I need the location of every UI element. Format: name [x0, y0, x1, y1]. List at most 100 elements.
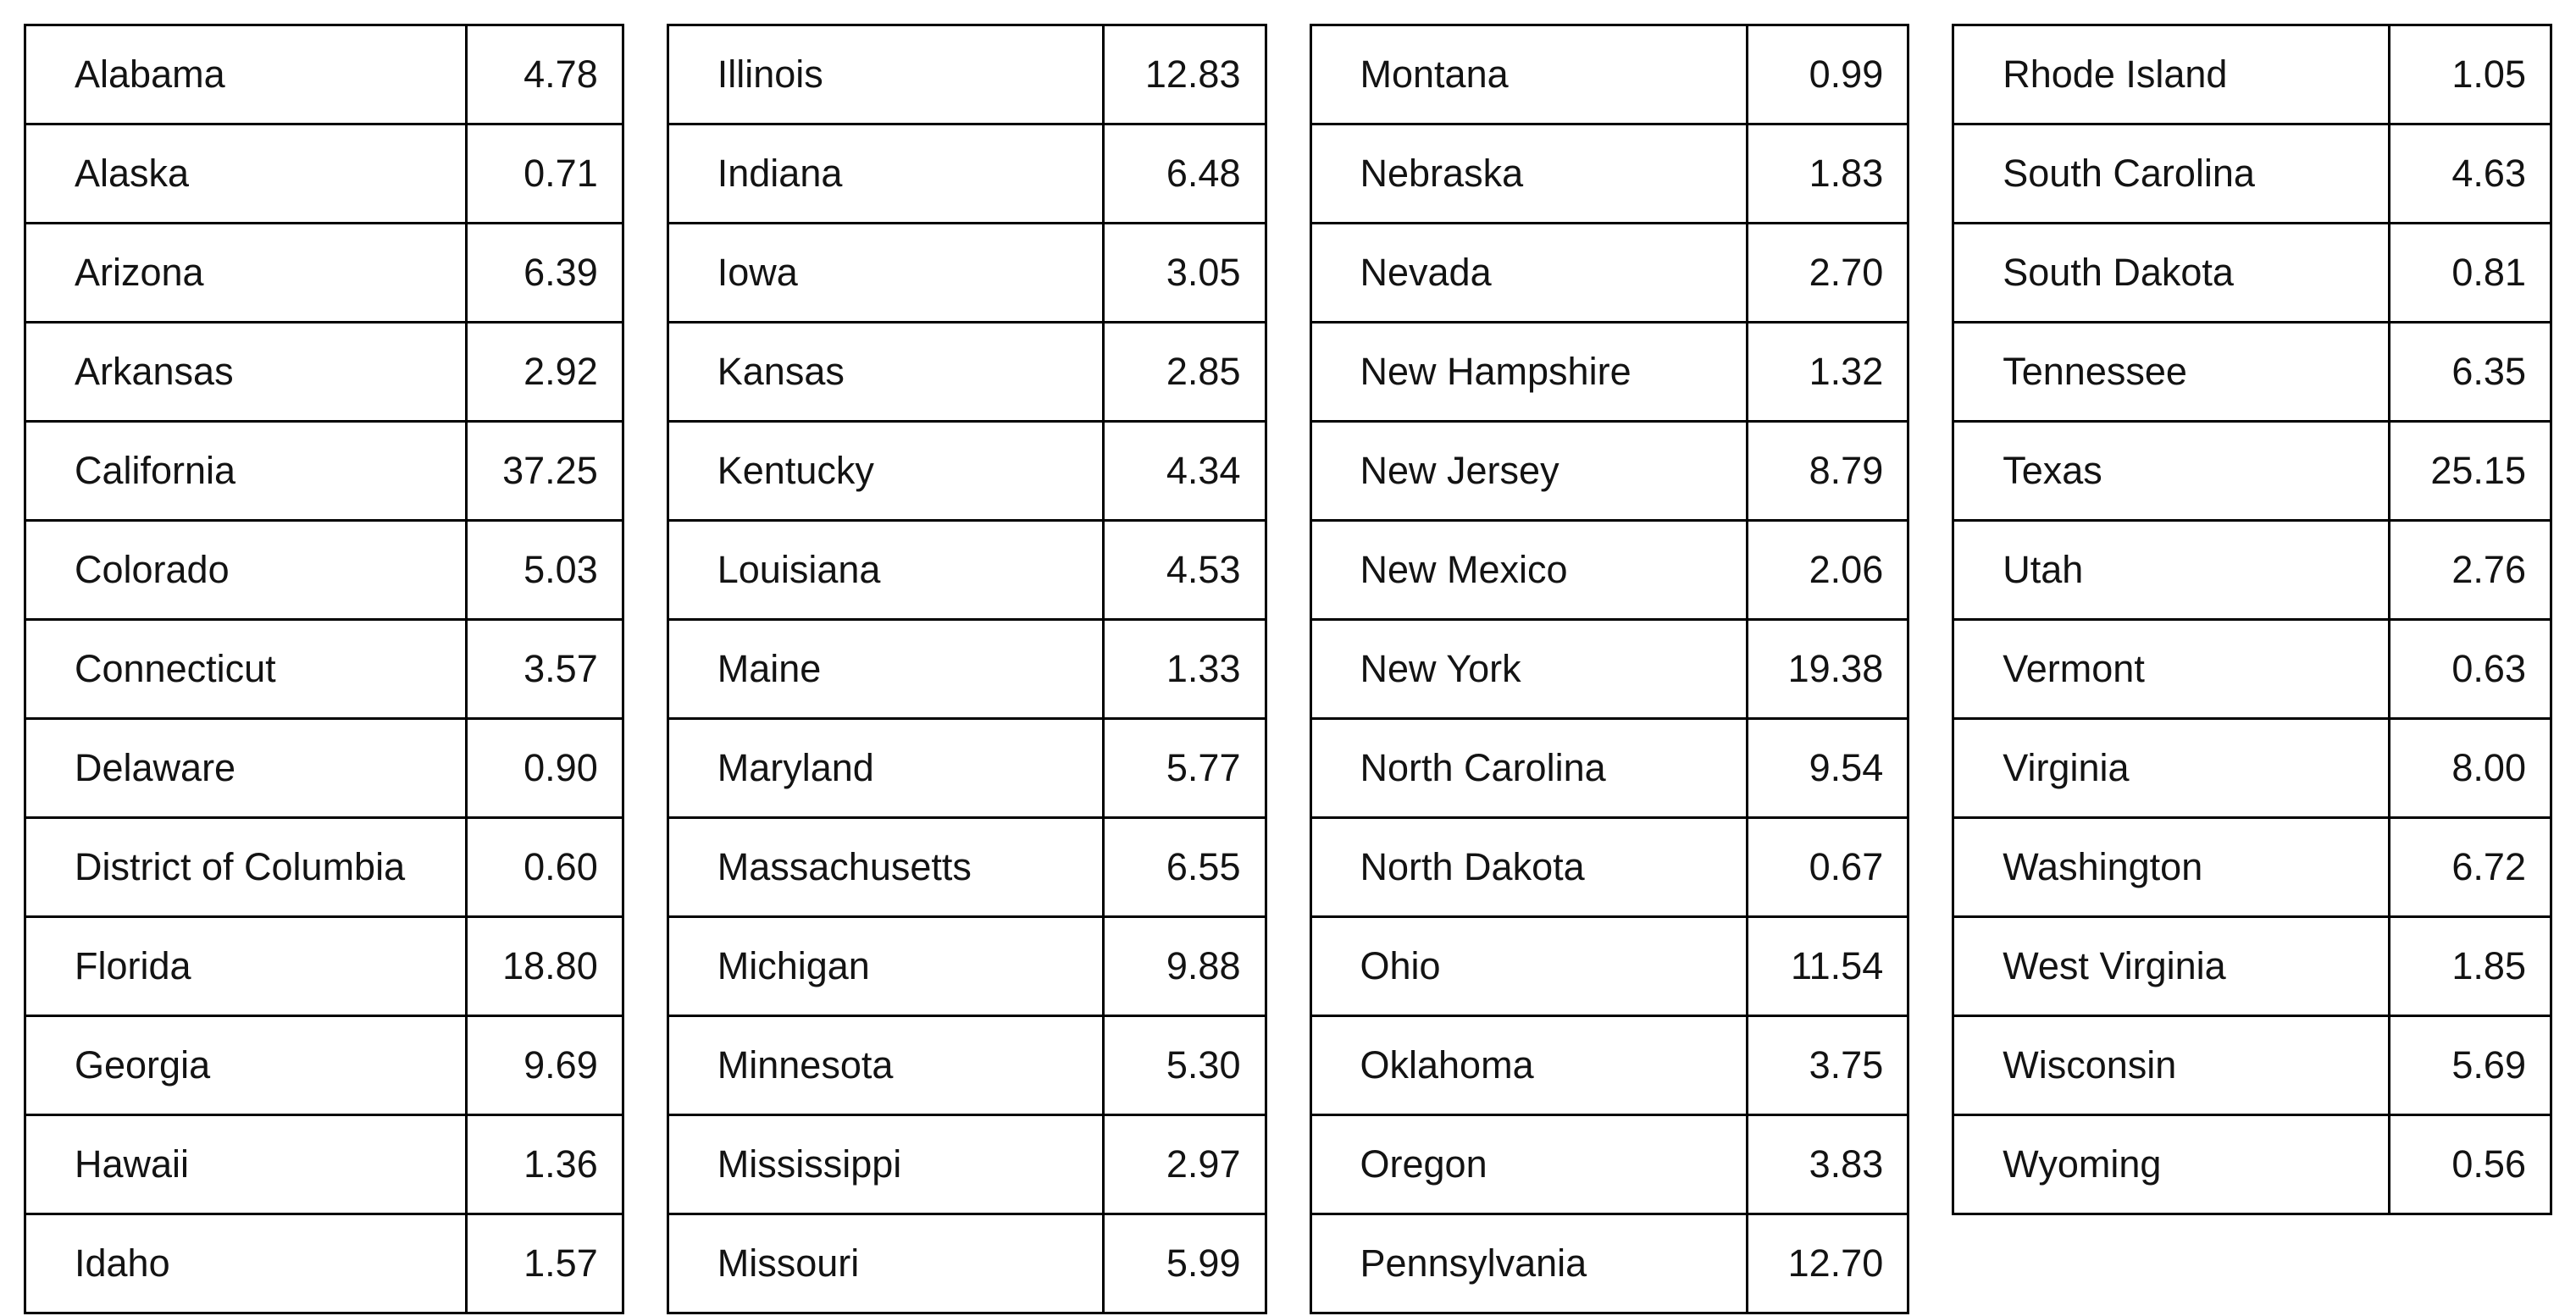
table-row: Kansas 2.85: [666, 321, 1267, 423]
state-value-cell: 4.63: [2387, 123, 2553, 224]
table-row: Idaho 1.57: [24, 1213, 624, 1314]
state-value-cell: 5.77: [1102, 717, 1267, 819]
state-name-cell: Maryland: [666, 717, 1105, 819]
state-name-cell: New Mexico: [1309, 519, 1748, 621]
state-name-cell: West Virginia: [1952, 915, 2390, 1017]
state-value-cell: 3.57: [464, 618, 624, 720]
state-value-cell: 2.92: [464, 321, 624, 423]
state-value-cell: 1.05: [2387, 24, 2553, 125]
table-row: South Dakota 0.81: [1952, 222, 2553, 323]
state-name-cell: Idaho: [24, 1213, 468, 1314]
state-value-cell: 0.81: [2387, 222, 2553, 323]
table-row: Louisiana 4.53: [666, 519, 1267, 621]
table-row: Washington 6.72: [1952, 816, 2553, 918]
table-row: Maryland 5.77: [666, 717, 1267, 819]
state-name-cell: Nebraska: [1309, 123, 1748, 224]
table-row: Vermont 0.63: [1952, 618, 2553, 720]
state-value-cell: 4.53: [1102, 519, 1267, 621]
state-name-cell: Kansas: [666, 321, 1105, 423]
table-row: Florida 18.80: [24, 915, 624, 1017]
state-name-cell: Florida: [24, 915, 468, 1017]
table-row: Wyoming 0.56: [1952, 1114, 2553, 1215]
table-row: South Carolina 4.63: [1952, 123, 2553, 224]
state-name-cell: Michigan: [666, 915, 1105, 1017]
state-value-cell: 1.32: [1745, 321, 1910, 423]
state-value-cell: 2.97: [1102, 1114, 1267, 1215]
state-name-cell: Alabama: [24, 24, 468, 125]
table-row: Oklahoma 3.75: [1309, 1015, 1910, 1116]
state-value-cell: 5.69: [2387, 1015, 2553, 1116]
state-value-cell: 5.30: [1102, 1015, 1267, 1116]
table-row: Utah 2.76: [1952, 519, 2553, 621]
table-row: North Dakota 0.67: [1309, 816, 1910, 918]
table-row: Nebraska 1.83: [1309, 123, 1910, 224]
state-name-cell: North Dakota: [1309, 816, 1748, 918]
state-name-cell: Vermont: [1952, 618, 2390, 720]
state-name-cell: Connecticut: [24, 618, 468, 720]
state-name-cell: Washington: [1952, 816, 2390, 918]
table-row: California 37.25: [24, 420, 624, 522]
state-name-cell: Mississippi: [666, 1114, 1105, 1215]
state-table-2: Illinois 12.83 Indiana 6.48 Iowa 3.05 Kansas 2.…: [666, 24, 1267, 1314]
table-row: Texas 25.15: [1952, 420, 2553, 522]
state-value-cell: 18.80: [464, 915, 624, 1017]
state-name-cell: Missouri: [666, 1213, 1105, 1314]
table-row: New Jersey 8.79: [1309, 420, 1910, 522]
state-value-cell: 2.70: [1745, 222, 1910, 323]
state-name-cell: Wyoming: [1952, 1114, 2390, 1215]
table-row: New York 19.38: [1309, 618, 1910, 720]
state-name-cell: Louisiana: [666, 519, 1105, 621]
state-value-cell: 0.99: [1745, 24, 1910, 125]
state-name-cell: Nevada: [1309, 222, 1748, 323]
state-value-cell: 12.70: [1745, 1213, 1910, 1314]
state-name-cell: Oregon: [1309, 1114, 1748, 1215]
state-name-cell: Texas: [1952, 420, 2390, 522]
state-name-cell: Montana: [1309, 24, 1748, 125]
table-row: Minnesota 5.30: [666, 1015, 1267, 1116]
state-value-cell: 6.72: [2387, 816, 2553, 918]
table-row: New Mexico 2.06: [1309, 519, 1910, 621]
table-row: Virginia 8.00: [1952, 717, 2553, 819]
state-name-cell: Ohio: [1309, 915, 1748, 1017]
table-row: Alaska 0.71: [24, 123, 624, 224]
state-name-cell: Tennessee: [1952, 321, 2390, 423]
table-row: Alabama 4.78: [24, 24, 624, 125]
state-value-cell: 9.54: [1745, 717, 1910, 819]
state-name-cell: Pennsylvania: [1309, 1213, 1748, 1314]
table-row: Michigan 9.88: [666, 915, 1267, 1017]
table-row: District of Columbia 0.60: [24, 816, 624, 918]
state-name-cell: Utah: [1952, 519, 2390, 621]
state-value-cell: 0.90: [464, 717, 624, 819]
state-name-cell: Maine: [666, 618, 1105, 720]
state-value-cell: 6.35: [2387, 321, 2553, 423]
table-row: Connecticut 3.57: [24, 618, 624, 720]
state-value-cell: 6.39: [464, 222, 624, 323]
state-name-cell: Kentucky: [666, 420, 1105, 522]
state-name-cell: South Carolina: [1952, 123, 2390, 224]
state-value-cell: 3.83: [1745, 1114, 1910, 1215]
state-value-cell: 0.63: [2387, 618, 2553, 720]
table-row: Pennsylvania 12.70: [1309, 1213, 1910, 1314]
state-value-cell: 1.36: [464, 1114, 624, 1215]
state-table-4: Rhode Island 1.05 South Carolina 4.63 South …: [1952, 24, 2553, 1215]
state-value-cell: 9.69: [464, 1015, 624, 1116]
state-name-cell: Arkansas: [24, 321, 468, 423]
table-row: Nevada 2.70: [1309, 222, 1910, 323]
table-row: West Virginia 1.85: [1952, 915, 2553, 1017]
state-value-cell: 11.54: [1745, 915, 1910, 1017]
table-row: Kentucky 4.34: [666, 420, 1267, 522]
table-row: Indiana 6.48: [666, 123, 1267, 224]
table-row: Colorado 5.03: [24, 519, 624, 621]
state-value-cell: 5.03: [464, 519, 624, 621]
state-value-cell: 2.85: [1102, 321, 1267, 423]
table-row: Wisconsin 5.69: [1952, 1015, 2553, 1116]
state-value-cell: 4.34: [1102, 420, 1267, 522]
state-value-cell: 0.67: [1745, 816, 1910, 918]
state-table-3: Montana 0.99 Nebraska 1.83 Nevada 2.70 New Ham…: [1309, 24, 1910, 1314]
state-value-cell: 3.05: [1102, 222, 1267, 323]
state-value-cell: 2.76: [2387, 519, 2553, 621]
state-value-cell: 2.06: [1745, 519, 1910, 621]
table-row: Oregon 3.83: [1309, 1114, 1910, 1215]
table-row: Mississippi 2.97: [666, 1114, 1267, 1215]
